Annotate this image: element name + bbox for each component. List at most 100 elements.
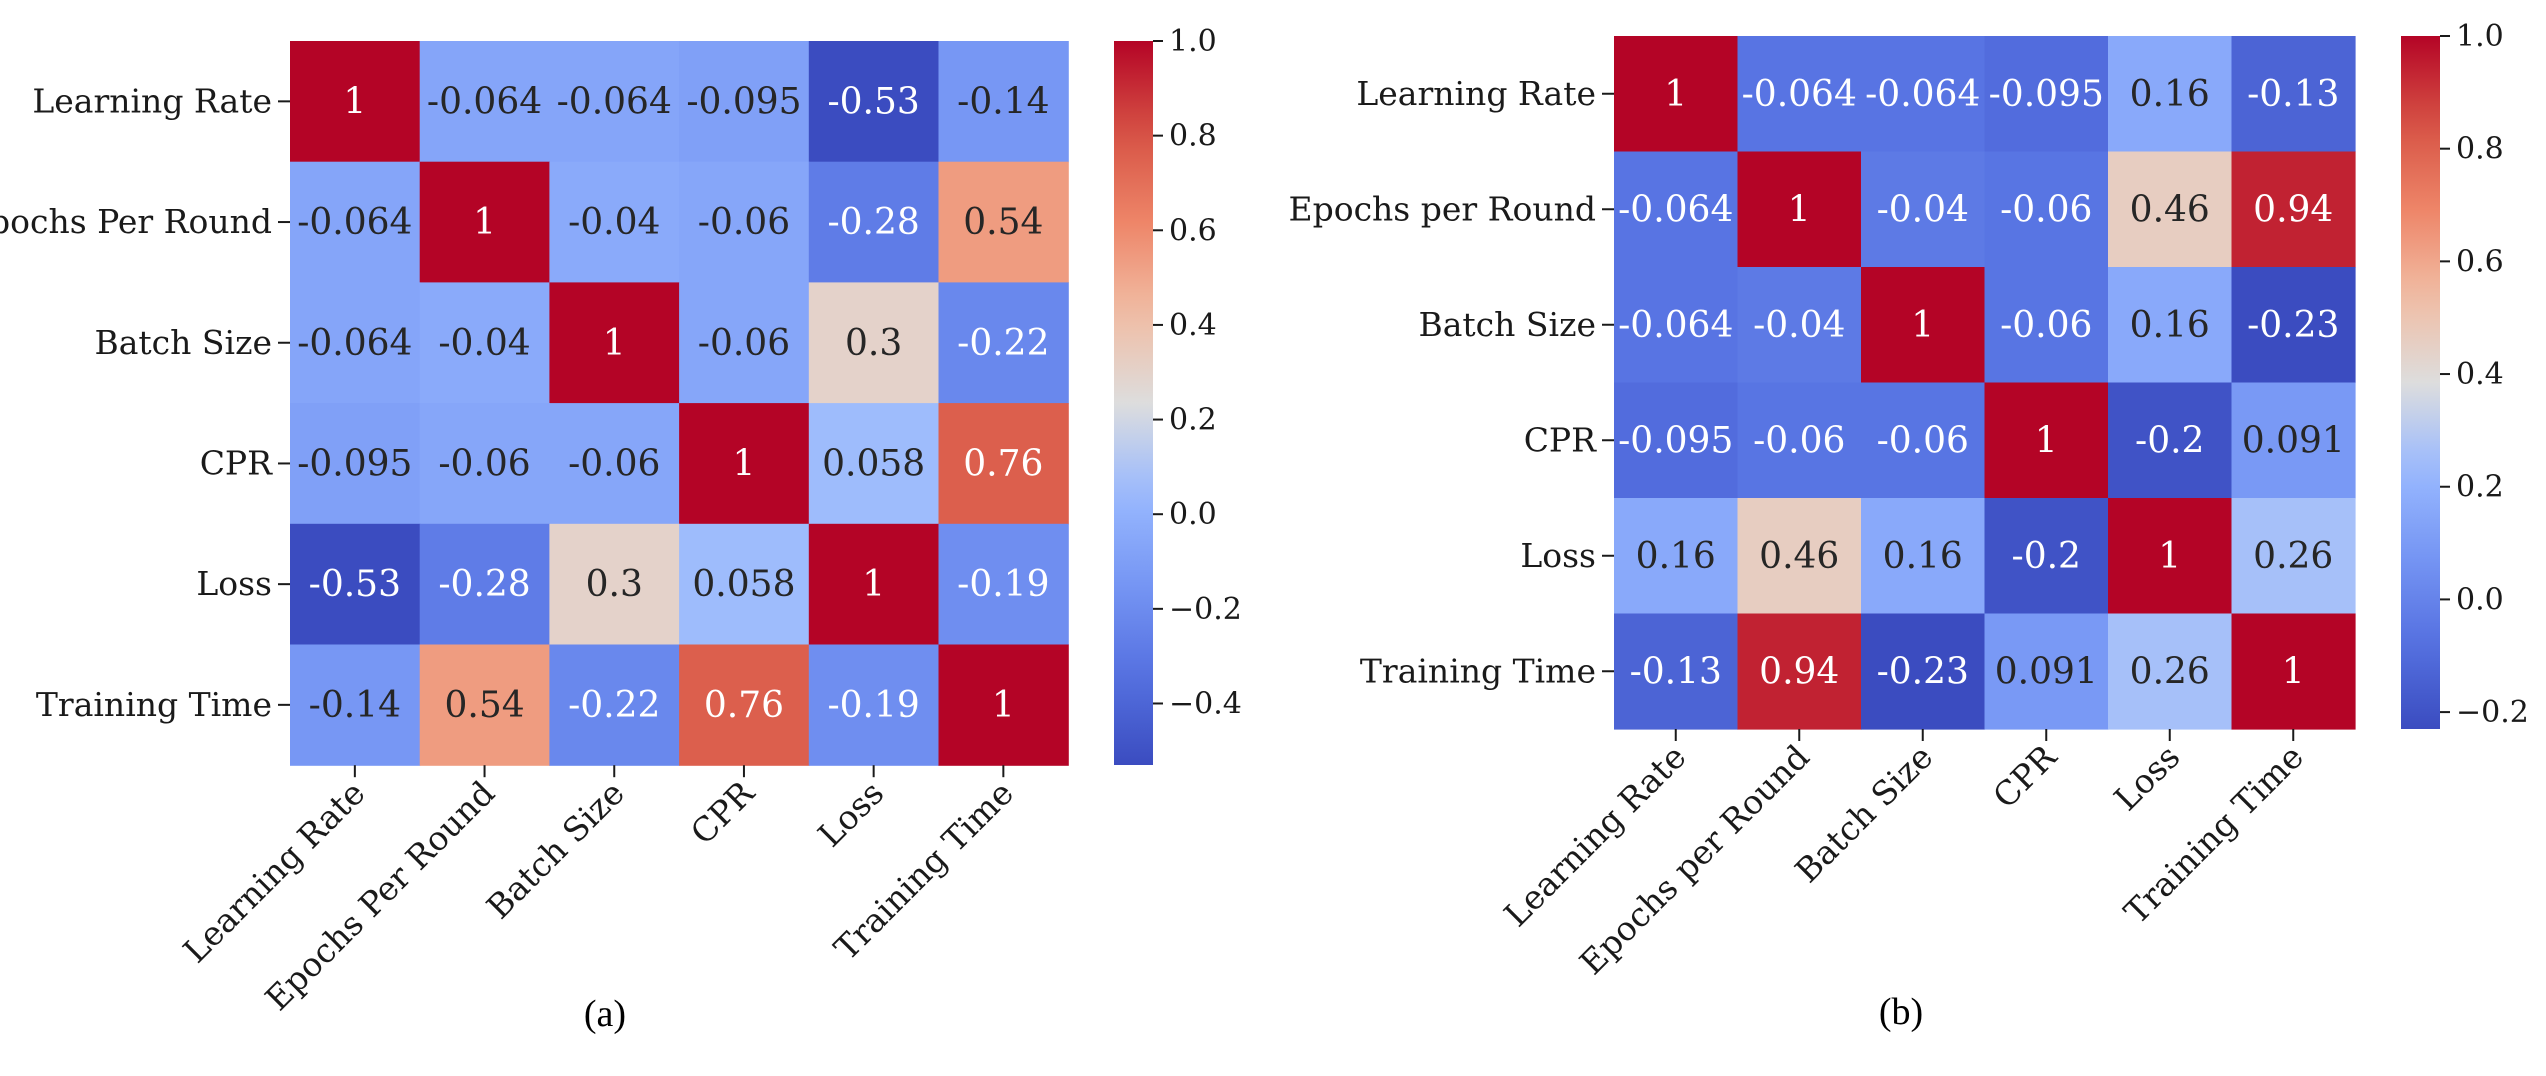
heatmap-cell-a-r0-c1 <box>419 41 550 163</box>
heatmap-cell-b-r4-c4 <box>2108 498 2233 615</box>
heatmap-cell-a-r3-c2 <box>549 403 680 525</box>
x-tick-label-b-1: Epochs per Round <box>1572 737 1817 982</box>
heatmap-cell-a-r5-c3 <box>679 644 810 766</box>
cell-value-label-b-r2-c0: -0.064 <box>1618 305 1733 346</box>
cell-value-label-a-r3-c4: 0.058 <box>822 443 925 484</box>
heatmap-cell-b-r1-c1 <box>1737 151 1862 268</box>
x-tick-label-b-4: Loss <box>2106 737 2187 818</box>
cell-value-label-a-r1-c5: 0.54 <box>963 202 1043 243</box>
cell-value-label-b-r4-c5: 0.26 <box>2253 536 2333 577</box>
cell-value-label-b-r3-c0: -0.095 <box>1618 420 1733 461</box>
heatmap-panel-a: 1 -0.064 -0.064 -0.095 -0.53 -0.14 -0.064 1 -0.0… <box>0 24 1242 1035</box>
cell-value-label-b-r1-c5: 0.94 <box>2253 189 2333 230</box>
colorbar-tick-label-a-5: 0.0 <box>1169 497 1217 532</box>
colorbar-a <box>1114 41 1153 765</box>
cell-value-label-a-r3-c3: 1 <box>732 443 755 484</box>
cell-value-label-b-r1-c2: -0.04 <box>1877 189 1969 230</box>
colorbar-b <box>2401 36 2440 729</box>
heatmap-cell-a-r4-c2 <box>549 523 680 646</box>
cell-value-label-b-r1-c1: 1 <box>1788 189 1811 230</box>
cell-value-label-a-r5-c5: 1 <box>992 685 1015 726</box>
y-tick-label-a-0: Learning Rate <box>32 81 272 120</box>
heatmap-cell-a-r3-c3 <box>679 403 810 525</box>
colorbar-tick-label-b-1: 0.8 <box>2456 132 2504 167</box>
heatmap-cell-b-r5-c3 <box>1984 613 2109 730</box>
heatmap-cell-a-r4-c3 <box>679 523 810 646</box>
cell-value-label-a-r4-c5: -0.19 <box>957 564 1049 605</box>
colorbar-tick-label-a-0: 1.0 <box>1169 24 1217 59</box>
cell-value-label-a-r1-c3: -0.06 <box>698 202 790 243</box>
heatmap-cell-b-r1-c2 <box>1861 151 1986 268</box>
cell-value-label-a-r0-c0: 1 <box>343 81 366 122</box>
x-tick-label-b-3: CPR <box>1985 736 2065 816</box>
cell-value-label-b-r0-c5: -0.13 <box>2247 74 2339 115</box>
heatmap-cell-b-r0-c1 <box>1737 36 1862 153</box>
heatmap-cell-b-r4-c2 <box>1861 498 1986 615</box>
cell-value-label-b-r4-c0: 0.16 <box>1636 536 1716 577</box>
heatmap-cell-a-r1-c4 <box>808 161 940 283</box>
heatmap-cell-a-r5-c4 <box>808 644 940 766</box>
cell-value-label-a-r5-c4: -0.19 <box>827 685 919 726</box>
cell-value-label-a-r5-c2: -0.22 <box>568 685 660 726</box>
cell-value-label-a-r4-c4: 1 <box>862 564 885 605</box>
heatmap-cell-b-r0-c3 <box>1984 36 2109 153</box>
heatmap-cell-b-r0-c4 <box>2108 36 2233 153</box>
heatmap-cell-a-r4-c0 <box>290 523 421 646</box>
cell-value-label-a-r2-c4: 0.3 <box>845 323 902 364</box>
heatmap-cell-a-r4-c5 <box>938 523 1069 646</box>
colorbar-tick-label-b-4: 0.2 <box>2456 470 2504 505</box>
colorbar-tick-label-a-7: −0.4 <box>1169 686 1242 721</box>
heatmap-cell-a-r2-c4 <box>808 282 940 404</box>
cell-value-label-b-r2-c5: -0.23 <box>2247 305 2339 346</box>
heatmap-cell-a-r0-c5 <box>938 41 1069 163</box>
cell-value-label-b-r4-c3: -0.2 <box>2012 536 2081 577</box>
y-tick-label-a-1: Epochs Per Round <box>0 202 272 241</box>
cell-value-label-a-r4-c2: 0.3 <box>586 564 643 605</box>
heatmap-cell-a-r0-c4 <box>808 41 940 163</box>
heatmap-cell-b-r4-c0 <box>1614 498 1739 615</box>
heatmap-cell-b-r1-c4 <box>2108 151 2233 268</box>
cell-value-label-a-r5-c1: 0.54 <box>444 685 524 726</box>
cell-value-label-b-r0-c1: -0.064 <box>1742 74 1857 115</box>
cell-value-label-b-r2-c2: 1 <box>1911 305 1934 346</box>
colorbar-tick-label-b-0: 1.0 <box>2456 19 2504 54</box>
cell-value-label-b-r0-c0: 1 <box>1664 74 1687 115</box>
heatmap-cell-a-r5-c0 <box>290 644 421 766</box>
heatmap-cell-b-r0-c0 <box>1614 36 1739 153</box>
cell-value-label-a-r0-c2: -0.064 <box>557 81 672 122</box>
cell-value-label-b-r0-c4: 0.16 <box>2130 74 2210 115</box>
cell-value-label-b-r4-c1: 0.46 <box>1759 536 1839 577</box>
heatmap-cell-a-r0-c2 <box>549 41 680 163</box>
heatmap-cell-b-r2-c3 <box>1984 267 2109 384</box>
cell-value-label-b-r5-c0: -0.13 <box>1630 651 1722 692</box>
cell-value-label-a-r0-c3: -0.095 <box>686 81 801 122</box>
cell-value-label-a-r1-c2: -0.04 <box>568 202 660 243</box>
heatmap-cell-a-r2-c3 <box>679 282 810 404</box>
heatmap-cell-b-r2-c0 <box>1614 267 1739 384</box>
cell-value-label-a-r2-c1: -0.04 <box>438 323 530 364</box>
cell-value-label-a-r4-c1: -0.28 <box>438 564 530 605</box>
cell-value-label-a-r4-c3: 0.058 <box>692 564 795 605</box>
heatmap-cell-b-r1-c3 <box>1984 151 2109 268</box>
heatmap-cell-b-r0-c5 <box>2231 36 2356 153</box>
cell-value-label-a-r3-c5: 0.76 <box>963 443 1043 484</box>
x-tick-label-a-2: Batch Size <box>479 773 632 926</box>
heatmap-cell-a-r2-c5 <box>938 282 1069 404</box>
y-tick-label-a-5: Training Time <box>36 685 272 724</box>
heatmap-cell-b-r3-c4 <box>2108 382 2233 499</box>
cell-value-label-b-r5-c5: 1 <box>2282 651 2305 692</box>
colorbar-tick-label-b-6: −0.2 <box>2456 695 2529 730</box>
heatmap-cell-a-r0-c0 <box>290 41 421 163</box>
heatmap-cell-b-r1-c0 <box>1614 151 1739 268</box>
heatmap-cell-a-r2-c1 <box>419 282 550 404</box>
heatmap-panel-b: 1 -0.064 -0.064 -0.095 0.16 -0.13-0.064 1 -0.04… <box>1288 19 2528 1033</box>
heatmap-cell-b-r3-c1 <box>1737 382 1862 499</box>
heatmap-cell-a-r0-c3 <box>679 41 810 163</box>
cell-value-label-b-r1-c4: 0.46 <box>2130 189 2210 230</box>
cell-value-label-b-r0-c3: -0.095 <box>1989 74 2104 115</box>
heatmap-cell-b-r5-c1 <box>1737 613 1862 730</box>
cell-value-label-b-r3-c2: -0.06 <box>1877 420 1969 461</box>
cell-value-label-a-r3-c2: -0.06 <box>568 443 660 484</box>
y-tick-label-b-2: Batch Size <box>1419 305 1597 344</box>
